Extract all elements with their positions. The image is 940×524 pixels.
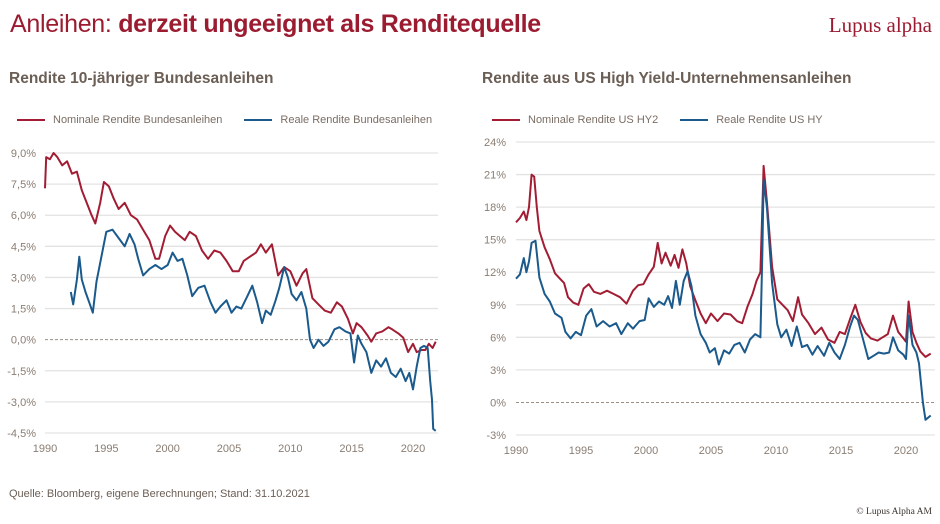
x-tick-label: 1995 xyxy=(569,445,593,457)
page-title-bold: derzeit ungeeignet als Renditequelle xyxy=(118,10,541,38)
legend-item-nominal: Nominale Rendite US HY2 xyxy=(492,114,658,126)
legend-label: Reale Rendite Bundesanleihen xyxy=(280,114,433,126)
y-tick-label: -1,5% xyxy=(7,366,36,378)
legend-swatch-real xyxy=(680,119,709,121)
y-tick-label: 6,0% xyxy=(11,210,36,222)
page-title-light: Anleihen: xyxy=(10,10,119,38)
series-line-nominal xyxy=(515,164,932,358)
x-tick-label: 2010 xyxy=(764,445,788,457)
legend-label: Nominale Rendite Bundesanleihen xyxy=(53,114,223,126)
legend-swatch-real xyxy=(244,119,273,121)
x-tick-label: 1990 xyxy=(33,443,57,455)
x-tick-label: 2010 xyxy=(278,443,302,455)
series-line-real xyxy=(515,179,932,421)
right-chart-title: Rendite aus US High Yield-Unternehmensan… xyxy=(482,70,852,87)
series-line-real xyxy=(69,228,437,432)
y-tick-label: 3% xyxy=(490,365,506,377)
x-tick-label: 2015 xyxy=(339,443,363,455)
x-tick-label: 2000 xyxy=(634,445,658,457)
right-chart: 24% 21% 18% 15% 12% 9% 6% 3% 0% -3% 1990 1995 2000 20… xyxy=(484,137,935,457)
left-chart: 9,0% 7,5% 6,0% 4,5% 3,0% 1,5% 0,0% -1,5% -3,0% -4… xyxy=(7,148,438,455)
x-tick-label: 2015 xyxy=(829,445,853,457)
brand-logo: Lupus alpha xyxy=(828,13,932,37)
y-tick-label: 9,0% xyxy=(11,148,36,160)
legend-item-real: Reale Rendite Bundesanleihen xyxy=(244,114,432,126)
legend-label: Reale Rendite US HY xyxy=(716,114,823,126)
x-tick-label: 1995 xyxy=(94,443,118,455)
left-chart-legend: Nominale Rendite Bundesanleihen Reale Re… xyxy=(17,114,454,126)
y-tick-label: 1,5% xyxy=(11,304,36,316)
y-tick-label: 21% xyxy=(484,170,506,182)
source-note: Quelle: Bloomberg, eigene Berechnungen; … xyxy=(9,488,310,500)
y-tick-label: 0% xyxy=(490,397,506,409)
right-chart-legend: Nominale Rendite US HY2 Reale Rendite US… xyxy=(492,114,845,126)
y-tick-label: -3% xyxy=(486,430,506,442)
legend-swatch-nominal xyxy=(492,119,520,121)
y-tick-label: 18% xyxy=(484,202,506,214)
y-tick-label: 9% xyxy=(490,300,506,312)
y-tick-label: 0,0% xyxy=(11,335,36,347)
x-tick-label: 2005 xyxy=(699,445,723,457)
y-tick-label: -3,0% xyxy=(7,397,36,409)
y-tick-label: 3,0% xyxy=(11,272,36,284)
legend-item-real: Reale Rendite US HY xyxy=(680,114,823,126)
y-tick-label: 12% xyxy=(484,267,506,279)
y-tick-label: -4,5% xyxy=(7,428,36,440)
left-chart-title: Rendite 10-jähriger Bundesanleihen xyxy=(9,70,274,87)
copyright-note: © Lupus Alpha AM xyxy=(856,507,932,517)
legend-swatch-nominal xyxy=(17,119,45,121)
x-tick-label: 1990 xyxy=(504,445,528,457)
legend-label: Nominale Rendite US HY2 xyxy=(528,114,659,126)
legend-item-nominal: Nominale Rendite Bundesanleihen xyxy=(17,114,222,126)
x-tick-label: 2020 xyxy=(894,445,918,457)
x-tick-label: 2005 xyxy=(217,443,241,455)
y-tick-label: 4,5% xyxy=(11,241,36,253)
x-tick-label: 2020 xyxy=(401,443,425,455)
y-tick-label: 7,5% xyxy=(11,179,36,191)
y-tick-label: 15% xyxy=(484,235,506,247)
y-tick-label: 6% xyxy=(490,332,506,344)
x-tick-label: 2000 xyxy=(155,443,179,455)
series-line-nominal xyxy=(44,152,437,354)
page-title: Anleihen: derzeit ungeeignet als Rendite… xyxy=(10,10,541,39)
y-tick-label: 24% xyxy=(484,137,506,149)
